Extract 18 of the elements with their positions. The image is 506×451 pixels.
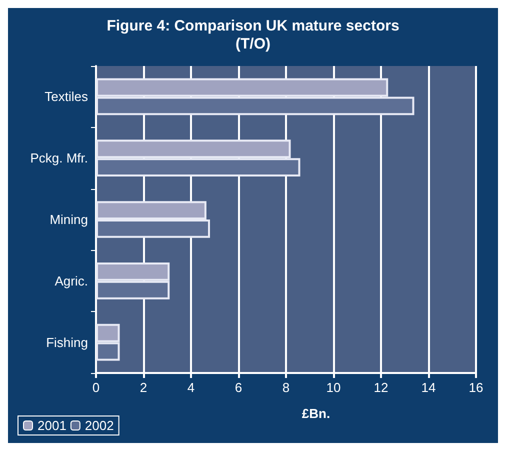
- y-tick-label: Agric.: [54, 273, 88, 288]
- y-tick-label: Textiles: [44, 89, 88, 104]
- x-tick-label: 4: [187, 380, 195, 395]
- chart-title: Figure 4: Comparison UK mature sectors (T/O): [106, 18, 400, 52]
- x-tick-label: 12: [374, 380, 388, 395]
- x-tick-label: 8: [282, 380, 290, 395]
- legend-label: 2002: [84, 418, 114, 433]
- x-tick-label: 6: [234, 380, 242, 395]
- x-tick-label: 14: [421, 380, 436, 395]
- x-tick-label: 16: [468, 380, 484, 395]
- x-tick-label: 10: [326, 380, 341, 395]
- x-tick-label: 2: [140, 380, 148, 395]
- x-tick-label: 0: [92, 380, 100, 395]
- y-tick-label: Pckg. Mfr.: [30, 150, 88, 166]
- y-tick-label: Fishing: [46, 334, 88, 350]
- y-tick-label: Mining: [50, 212, 88, 227]
- legend-label: 2001: [38, 418, 66, 433]
- x-axis-title: £Bn.: [302, 406, 330, 421]
